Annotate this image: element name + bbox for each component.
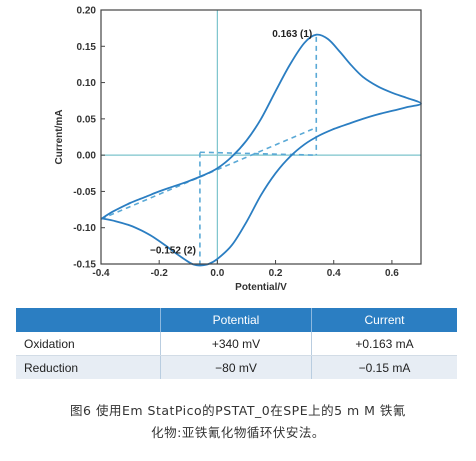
table-header-potential: Potential xyxy=(160,308,312,332)
table-header-row: Potential Current xyxy=(16,308,457,332)
table-row: Reduction −80 mV −0.15 mA xyxy=(16,355,457,379)
reduction-baseline-guide xyxy=(199,151,317,156)
cyclic-voltammogram-chart: 0.20 0.15 0.10 0.05 0.00 -0.05 -0.10 -0.15-0.4 -… xyxy=(54,6,422,293)
x-tick-label: -0.2 xyxy=(151,268,169,279)
x-tick-label: 0.6 xyxy=(385,268,399,279)
plot-frame xyxy=(100,9,422,265)
oxidation-current: +0.163 mA xyxy=(311,332,457,356)
x-axis-title: Potential/V xyxy=(235,282,287,293)
y-tick-label: 0.05 xyxy=(77,114,97,125)
y-axis-title: Current/mA xyxy=(54,109,65,164)
table-header-current: Current xyxy=(311,308,457,332)
x-tick-label: 0.0 xyxy=(210,268,224,279)
y-tick-label: -0.05 xyxy=(73,187,96,198)
oxidation-potential: +340 mV xyxy=(160,332,312,356)
x-tick-label: 0.2 xyxy=(269,268,283,279)
table-row: Oxidation +340 mV +0.163 mA xyxy=(16,332,457,356)
cv-curve-series-1 xyxy=(100,33,422,267)
y-tick-label: -0.10 xyxy=(73,223,96,234)
peak-summary-table: Potential Current Oxidation +340 mV +0.1… xyxy=(16,308,457,379)
caption-line-2: 化物:亚铁氰化物循环伏安法。 xyxy=(151,425,325,440)
reduction-current: −0.15 mA xyxy=(311,355,457,379)
plot-area: 0.20 0.15 0.10 0.05 0.00 -0.05 -0.10 -0.15-0.4 -… xyxy=(54,6,422,293)
y-tick-label: -0.15 xyxy=(73,260,96,271)
y-tick-label: 0.20 xyxy=(77,6,97,17)
x-tick-label: -0.4 xyxy=(92,268,110,279)
row-label-reduction: Reduction xyxy=(16,355,161,379)
y-tick-label: 0.10 xyxy=(77,78,97,89)
reduction-peak-label: −0.152 (2) xyxy=(150,245,196,256)
caption-line-1: 图6 使用Em StatPico的PSTAT_0在SPE上的5 m M 铁氰 xyxy=(70,403,406,418)
y-tick-label: 0.00 xyxy=(77,151,97,162)
oxidation-peak-label: 0.163 (1) xyxy=(272,29,312,40)
table-header-blank xyxy=(16,308,161,332)
figure-caption: 图6 使用Em StatPico的PSTAT_0在SPE上的5 m M 铁氰 化… xyxy=(0,400,476,444)
reduction-potential: −80 mV xyxy=(160,355,312,379)
y-tick-label: 0.15 xyxy=(77,42,97,53)
oxidation-baseline-guide xyxy=(100,126,317,220)
row-label-oxidation: Oxidation xyxy=(16,332,161,356)
x-tick-label: 0.4 xyxy=(327,268,341,279)
